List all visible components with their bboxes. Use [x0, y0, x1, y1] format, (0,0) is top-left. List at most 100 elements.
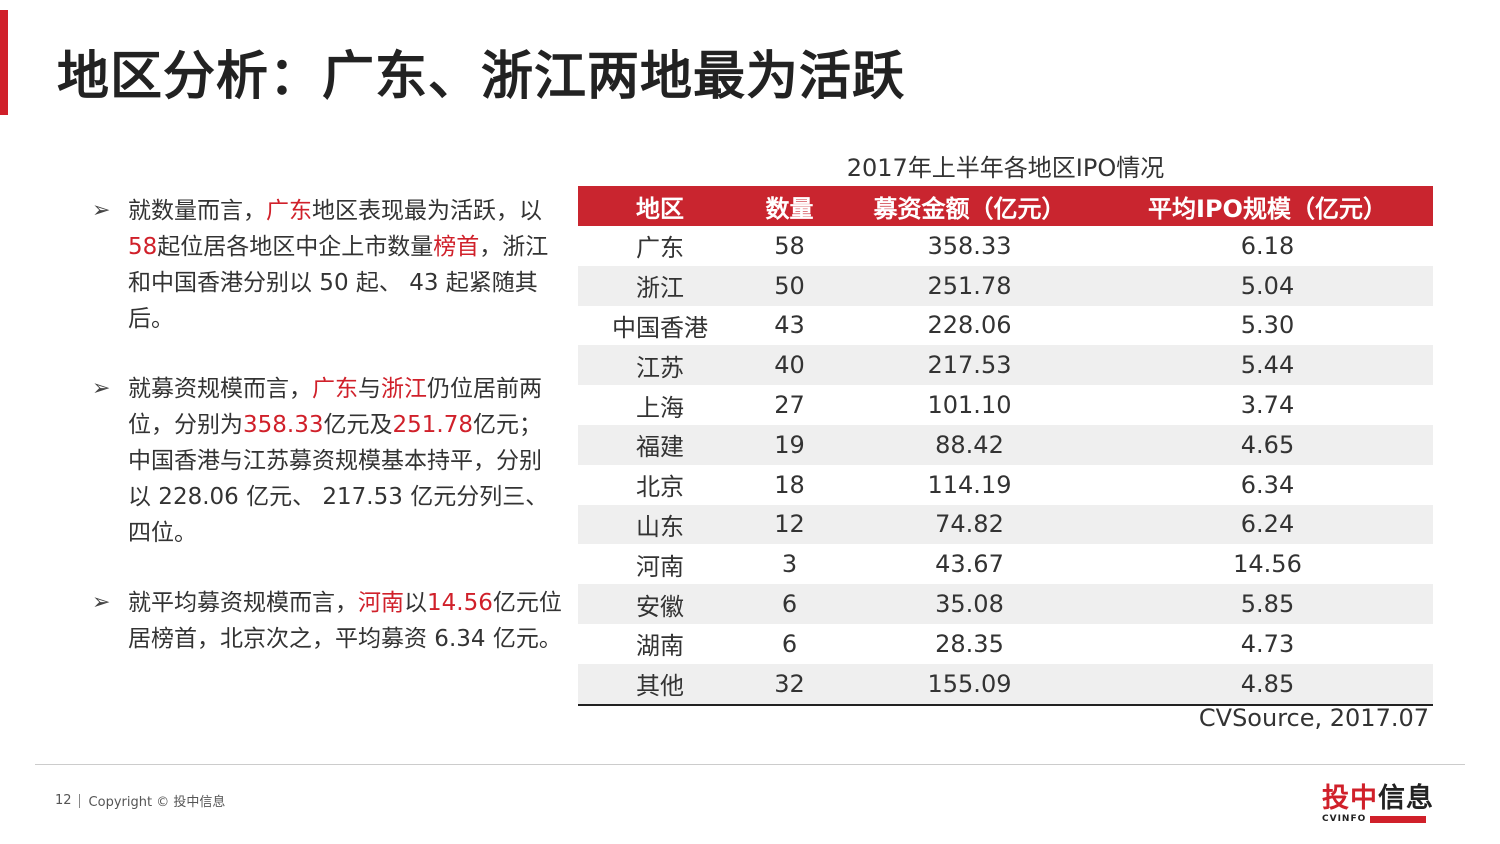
cell-amount: 74.82	[837, 504, 1102, 545]
bullet-segment: 亿元； 中国香港与江苏募资规模基本持平，分别以 228.06 亿元、 217.5…	[128, 412, 549, 546]
cell-region: 其他	[578, 663, 742, 706]
cell-count: 50	[742, 265, 837, 306]
table-row: 山东 12 74.82 6.24	[578, 504, 1433, 545]
cell-amount: 358.33	[927, 231, 1012, 260]
bullet-segment: 仍位居前两位，分别为	[128, 376, 542, 438]
bullet-segment: 就平均募资规模而言，	[128, 590, 358, 616]
cell-count: 6	[742, 584, 837, 624]
highlight-text: 251.78	[392, 412, 473, 438]
cell-region: 河南	[636, 552, 684, 581]
cell-amount: 228.06	[927, 311, 1012, 340]
table-row: 北京 18 114.19 6.34	[578, 465, 1433, 505]
bullet-item: ➢ 就数量而言，广东地区表现最为活跃，以 58起位居各地区中企上市数量榜首，浙江和中…	[92, 193, 562, 337]
cell-region: 上海	[636, 393, 684, 422]
table-row: 福建 19 88.42 4.65	[578, 424, 1433, 465]
table-body: 广东 58 358.33 6.18 浙江 50 251.78 5.04 中国香港 43 228.06…	[578, 226, 1433, 706]
cell-count: 43	[774, 311, 805, 340]
cell-count: 19	[742, 424, 837, 465]
bullet-item: ➢ 就平均募资规模而言，河南以14.56亿元位居榜首，北京次之，平均募资 6.34…	[92, 585, 562, 657]
footer-separator	[78, 793, 80, 808]
cell-average: 4.65	[1102, 424, 1433, 465]
cell-region: 福建	[578, 424, 742, 465]
bullet-segment: 起位居各地区中企上市数量	[157, 234, 434, 260]
cell-average: 4.73	[1240, 629, 1295, 658]
logo-subtext: CVINFO	[1322, 814, 1367, 824]
bullet-text: 就平均募资规模而言，河南以14.56亿元位居榜首，北京次之，平均募资 6.34 …	[128, 585, 562, 657]
header-count: 数量	[742, 186, 837, 226]
logo-text-red: 投中	[1322, 783, 1378, 814]
bullet-text: 就募资规模而言，广东与浙江仍位居前两位，分别为358.33亿元及251.78亿元…	[128, 371, 562, 551]
cell-average: 6.18	[1240, 231, 1295, 260]
cell-amount: 28.35	[935, 629, 1004, 658]
cell-amount: 155.09	[837, 663, 1102, 706]
cell-region: 江苏	[578, 345, 742, 386]
table-row: 江苏 40 217.53 5.44	[578, 345, 1433, 386]
bullet-segment: 以	[404, 590, 427, 616]
cell-count: 6	[781, 629, 798, 658]
header-average: 平均IPO规模（亿元）	[1102, 186, 1433, 226]
bullet-segment: 亿元及	[323, 412, 393, 438]
bullet-text: 就数量而言，广东地区表现最为活跃，以 58起位居各地区中企上市数量榜首，浙江和中国…	[128, 193, 562, 337]
cell-average: 5.44	[1102, 345, 1433, 386]
cell-count: 27	[774, 391, 805, 420]
highlight-text: 广东	[312, 376, 358, 402]
highlight-text: 广东	[266, 198, 312, 224]
cell-average: 5.04	[1102, 265, 1433, 306]
accent-bar	[0, 10, 8, 115]
bullet-item: ➢ 就募资规模而言，广东与浙江仍位居前两位，分别为358.33亿元及251.78亿…	[92, 371, 562, 551]
logo-bar	[1370, 815, 1426, 823]
cell-region: 山东	[578, 504, 742, 545]
cell-region: 广东	[636, 234, 684, 263]
cell-count: 3	[781, 550, 798, 579]
bullet-segment: 与	[358, 376, 381, 402]
table-caption: 2017年上半年各地区IPO情况	[846, 154, 1165, 182]
highlight-text: 河南	[358, 590, 404, 616]
highlight-text: 14.56	[427, 590, 493, 616]
bullet-segment: 就数量而言，	[128, 198, 266, 224]
bullet-segment: ，浙江和中国香港分别以 50 起、 43 起紧随其后。	[128, 234, 549, 332]
cell-average: 5.30	[1240, 311, 1295, 340]
cell-count: 40	[742, 345, 837, 386]
table-header-row: 地区 数量 募资金额（亿元） 平均IPO规模（亿元）	[578, 186, 1433, 226]
cell-region: 安徽	[578, 584, 742, 624]
cell-average: 4.85	[1102, 663, 1433, 706]
bullet-list: ➢ 就数量而言，广东地区表现最为活跃，以58起位居各地区中企上市数量榜首，浙江和中…	[92, 193, 562, 691]
cell-amount: 43.67	[935, 550, 1004, 579]
ipo-table: 地区 数量 募资金额（亿元） 平均IPO规模（亿元） 广东 58 358.33 6.1…	[578, 186, 1433, 706]
cell-average: 5.85	[1102, 584, 1433, 624]
page-title: 地区分析：广东、浙江两地最为活跃	[57, 47, 906, 107]
table-row: 湖南 6 28.35 4.73	[578, 624, 1433, 664]
cell-amount: 217.53	[837, 345, 1102, 386]
bullet-segment: 亿元位居榜首，北京次之，平均募资 6.34 亿元。	[128, 590, 562, 652]
cell-amount: 101.10	[927, 391, 1012, 420]
cell-count: 58	[774, 231, 805, 260]
arrow-bullet-icon: ➢	[92, 590, 111, 615]
arrow-bullet-icon: ➢	[92, 376, 111, 401]
cell-average: 6.34	[1240, 470, 1295, 499]
page-number: 12	[55, 793, 72, 808]
table-row: 安徽 6 35.08 5.85	[578, 584, 1433, 624]
cell-amount: 114.19	[927, 470, 1012, 499]
cell-amount: 251.78	[837, 265, 1102, 306]
source-note: CVSource, 2017.07	[1198, 704, 1429, 732]
table-row: 其他 32 155.09 4.85	[578, 663, 1433, 706]
table-row: 上海 27 101.10 3.74	[578, 385, 1433, 425]
table-row: 河南 3 43.67 14.56	[578, 544, 1433, 584]
footer-divider	[35, 764, 1465, 765]
cell-region: 北京	[636, 473, 684, 502]
bullet-segment: 就募资规模而言，	[128, 376, 312, 402]
cvinfo-logo: 投中信息 CVINFO	[1322, 783, 1433, 825]
cell-average: 14.56	[1233, 550, 1302, 579]
highlight-text: 榜首	[433, 234, 480, 260]
highlight-text: 58	[128, 234, 158, 260]
cell-average: 3.74	[1240, 391, 1295, 420]
footer: 12 Copyright © 投中信息	[55, 791, 225, 810]
cell-count: 32	[742, 663, 837, 706]
bullet-segment: 地区表现最为活跃，以	[312, 198, 542, 224]
copyright: Copyright © 投中信息	[88, 795, 226, 810]
header-region: 地区	[578, 186, 742, 226]
header-amount: 募资金额（亿元）	[837, 186, 1102, 226]
table-row: 浙江 50 251.78 5.04	[578, 265, 1433, 306]
cell-count: 18	[774, 470, 805, 499]
cell-region: 中国香港	[612, 313, 708, 342]
